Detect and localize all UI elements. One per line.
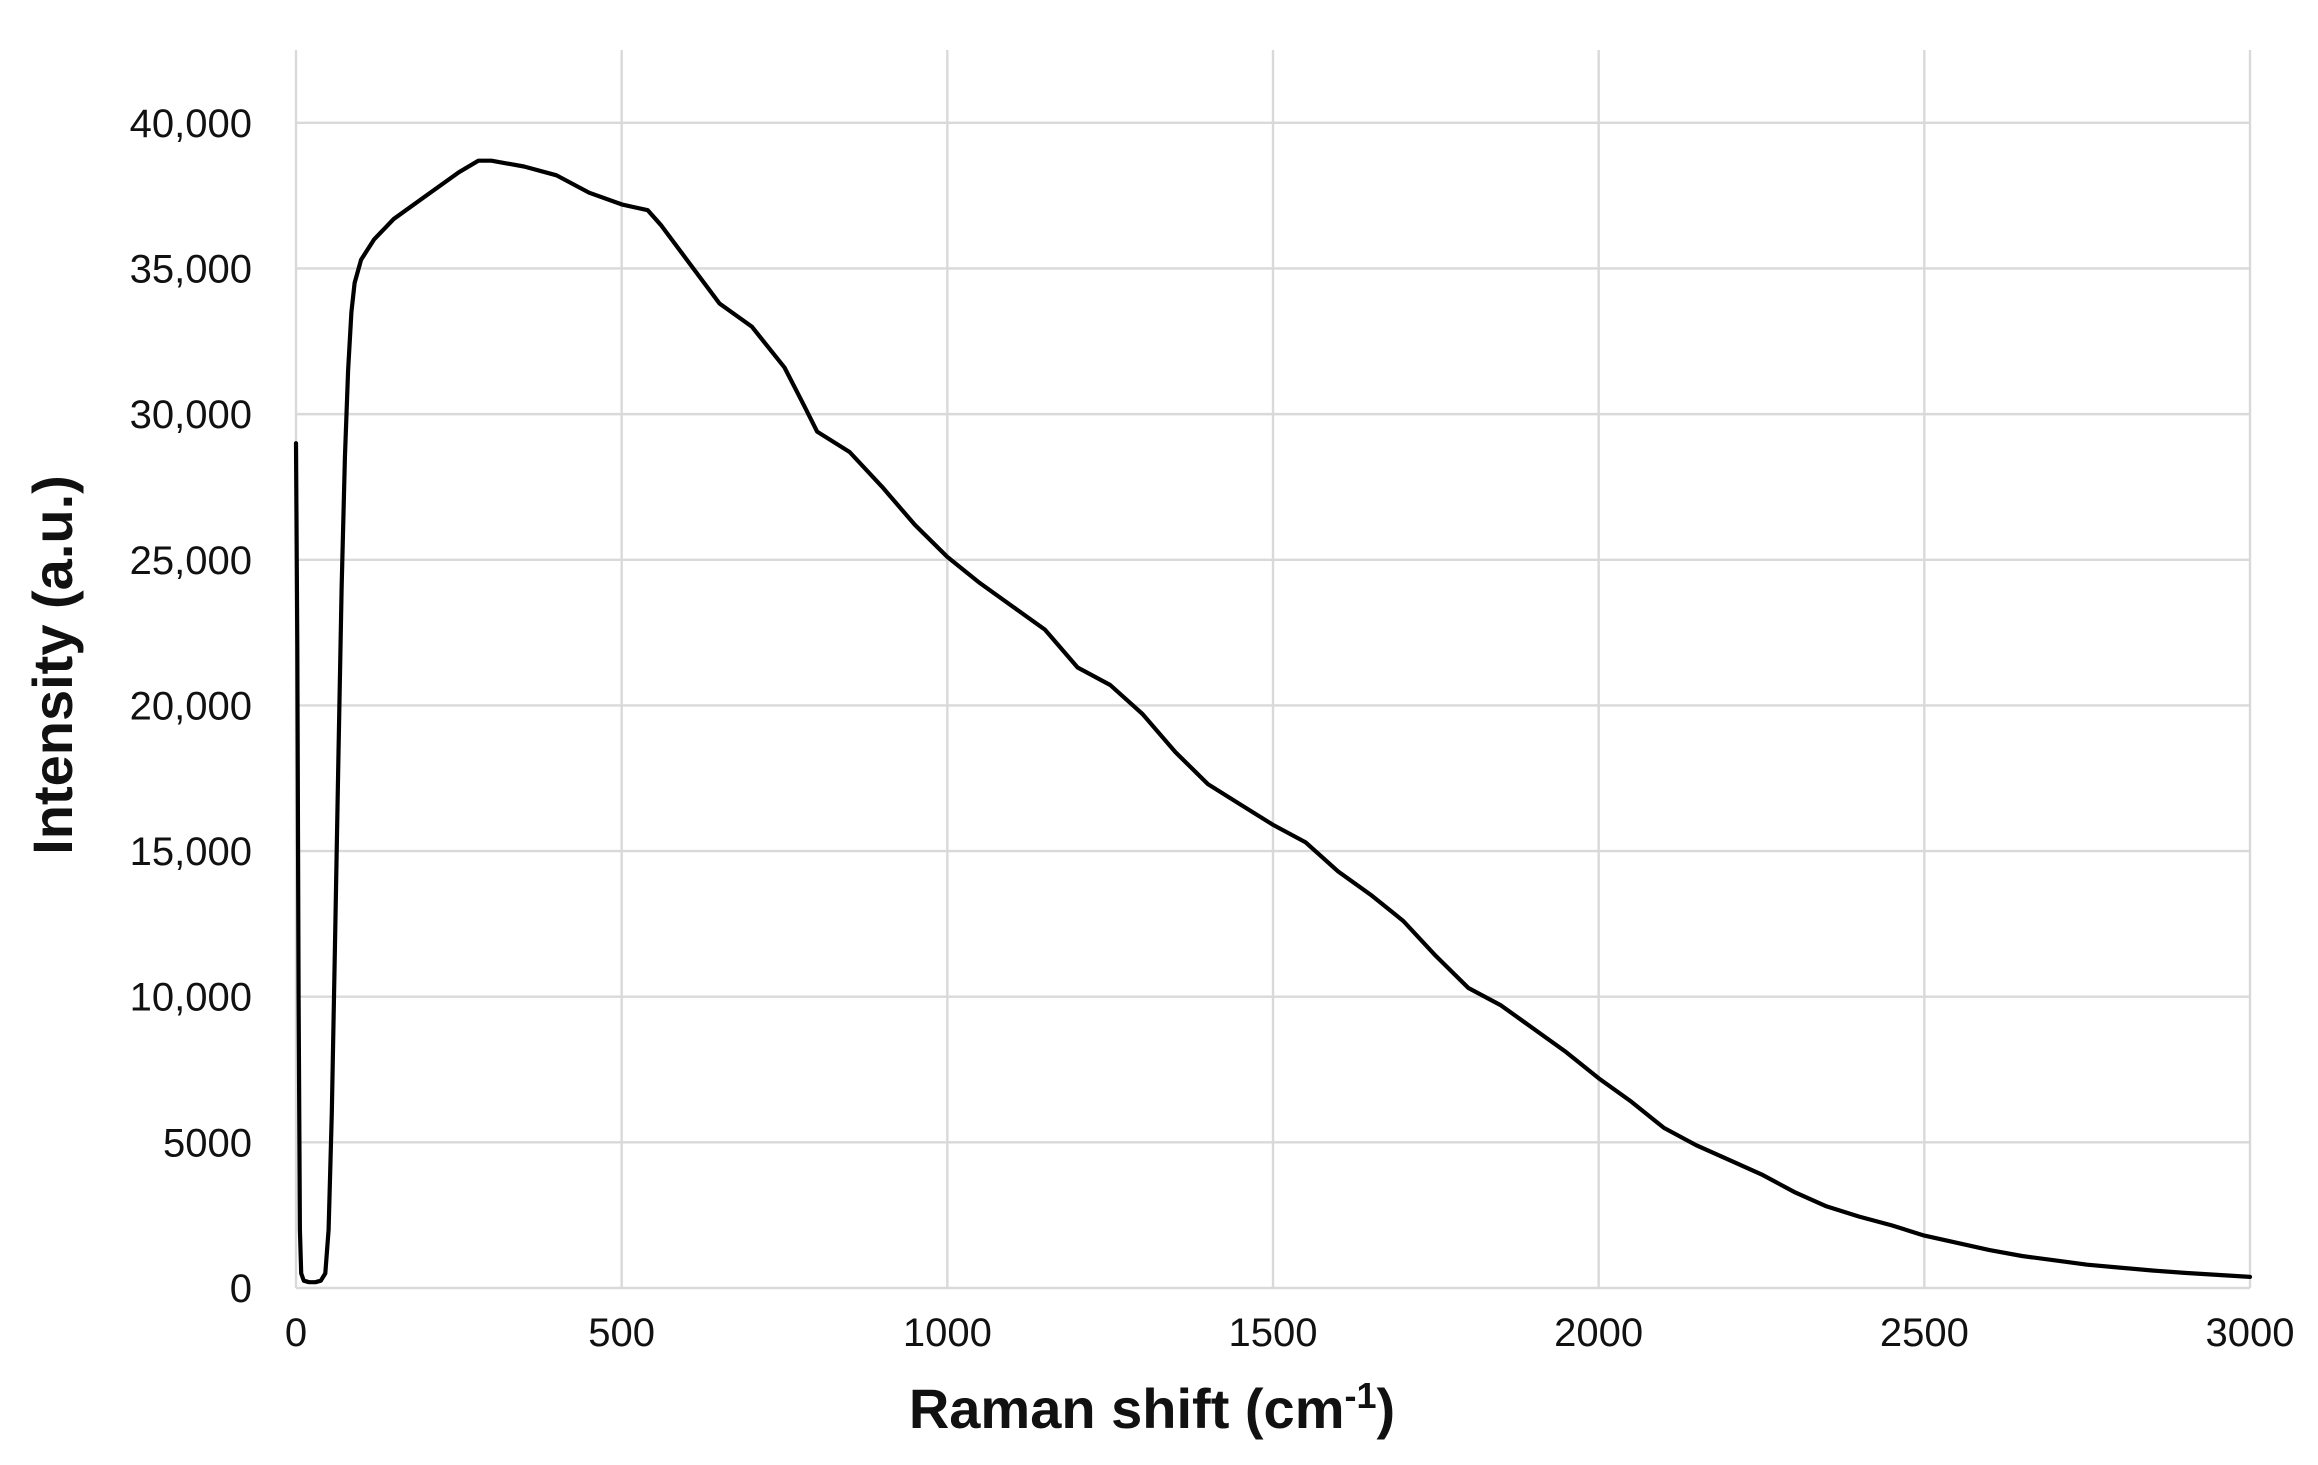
- y-tick-label-40000: 40,000: [130, 102, 252, 146]
- x-tick-label-3000: 3000: [2206, 1311, 2295, 1355]
- y-axis-title: Intensity (a.u.): [21, 475, 84, 855]
- y-tick-label-0: 0: [230, 1267, 252, 1311]
- x-tick-label-2000: 2000: [1554, 1311, 1643, 1355]
- y-axis-tick-labels: 0 5000 10,000 15,000 20,000 25,000 30,000 35,00…: [130, 102, 252, 1311]
- y-tick-label-35000: 35,000: [130, 247, 252, 291]
- x-axis-title-main: Raman shift (cm: [909, 1377, 1345, 1440]
- y-tick-label-20000: 20,000: [130, 684, 252, 728]
- x-tick-label-1000: 1000: [903, 1311, 992, 1355]
- y-tick-label-30000: 30,000: [130, 393, 252, 437]
- grid-lines: [294, 50, 2252, 1290]
- x-axis-title-superscript: -1: [1344, 1375, 1376, 1416]
- y-tick-label-5000: 5000: [163, 1121, 252, 1165]
- series-line-0: [293, 158, 2253, 1285]
- x-axis-tick-labels: 0 500 1000 1500 2000 2500 3000: [285, 1311, 2295, 1355]
- x-axis-title-end: ): [1377, 1377, 1396, 1440]
- x-tick-label-0: 0: [285, 1311, 307, 1355]
- y-tick-label-15000: 15,000: [130, 830, 252, 874]
- y-tick-label-10000: 10,000: [130, 976, 252, 1020]
- x-axis-title: Raman shift (cm-1): [909, 1375, 1395, 1440]
- x-tick-label-2500: 2500: [1880, 1311, 1969, 1355]
- x-tick-label-1500: 1500: [1229, 1311, 1318, 1355]
- series-layer: [293, 158, 2253, 1285]
- y-tick-label-25000: 25,000: [130, 539, 252, 583]
- x-tick-label-500: 500: [588, 1311, 655, 1355]
